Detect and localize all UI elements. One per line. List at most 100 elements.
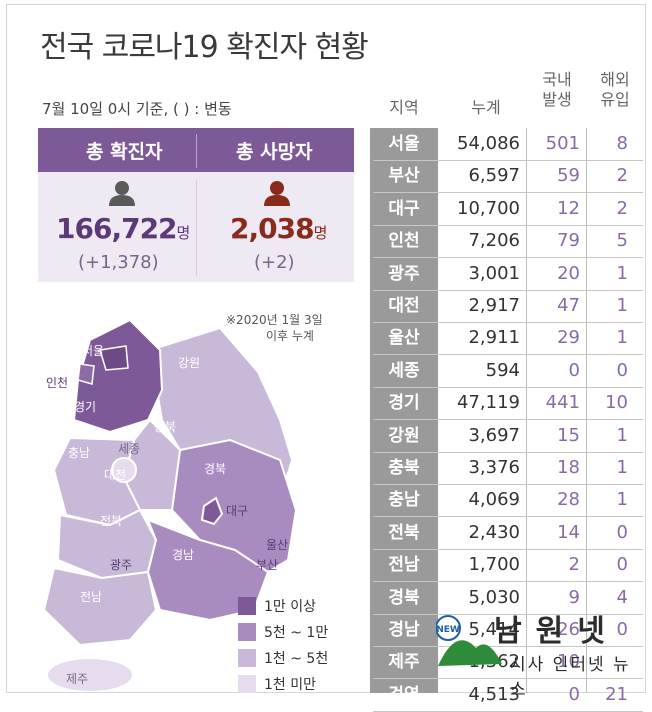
cell-imported: 5 <box>616 230 628 251</box>
cell-total: 5,414 <box>468 619 520 640</box>
header-domestic-line2: 발생 <box>542 90 572 109</box>
region-shape-gyeonggi <box>72 318 164 434</box>
cell-region: 울산 <box>388 328 420 348</box>
confirmed-value-group: 166,722명 <box>56 212 191 245</box>
map-note-line1: ※2020년 1월 3일 <box>226 313 323 327</box>
person-red-icon <box>264 181 290 206</box>
region-label-gwangju: 광주 <box>110 558 133 572</box>
row-divider <box>373 614 643 615</box>
cell-imported: 0 <box>616 554 628 575</box>
map-note-line2: 이후 누계 <box>266 329 314 343</box>
region-label-daegu: 대구 <box>226 504 249 518</box>
cell-domestic: 14 <box>557 522 580 543</box>
cell-domestic: 15 <box>557 425 580 446</box>
header-region: 지역 <box>389 98 419 117</box>
korea-map <box>42 318 298 691</box>
cell-total: 5,030 <box>468 587 520 608</box>
header-domestic-line1: 국내 <box>542 70 572 89</box>
cell-imported: 2 <box>616 165 628 186</box>
deaths-label: 총 사망자 <box>236 141 313 163</box>
cell-region: 전남 <box>388 555 420 575</box>
cell-domestic: 28 <box>557 489 580 510</box>
region-shape-incheon <box>77 363 95 385</box>
region-label-gangwon: 강원 <box>178 356 201 370</box>
region-label-ulsan: 울산 <box>266 538 289 552</box>
cell-total: 54,086 <box>457 133 520 154</box>
cell-imported: 0 <box>616 360 628 381</box>
cell-imported: 1 <box>616 263 628 284</box>
cell-total: 1,700 <box>468 554 520 575</box>
cell-total: 2,917 <box>468 295 520 316</box>
legend-swatch <box>238 675 256 693</box>
region-label-jeonnam: 전남 <box>80 590 103 604</box>
cell-total: 3,001 <box>468 263 520 284</box>
cell-region: 대전 <box>388 296 420 316</box>
watermark-title: 남원넷 <box>494 614 619 649</box>
region-label-incheon: 인천 <box>46 376 69 390</box>
legend-label: 1천 ~ 5천 <box>264 651 329 667</box>
cell-region: 충북 <box>388 458 420 478</box>
cell-total: 6,597 <box>468 165 520 186</box>
cell-total: 47,119 <box>457 392 520 413</box>
confirmed-unit: 명 <box>176 224 191 242</box>
cell-total: 2,430 <box>468 522 520 543</box>
cell-domestic: 441 <box>545 392 580 413</box>
cell-total: 10,700 <box>457 198 520 219</box>
deaths-value-group: 2,038명 <box>230 212 328 245</box>
legend-label: 5천 ~ 1만 <box>264 625 329 641</box>
header-total: 누계 <box>471 98 501 117</box>
cell-imported: 1 <box>616 425 628 446</box>
cell-total: 4,069 <box>468 489 520 510</box>
cell-domestic: 29 <box>557 327 580 348</box>
region-label-chungbuk: 충북 <box>154 420 177 434</box>
row-divider <box>373 646 643 647</box>
row-divider <box>373 549 643 550</box>
body-divider <box>196 180 197 276</box>
cell-imported: 0 <box>616 619 628 640</box>
region-shape-jeonnam <box>42 566 158 647</box>
cell-region: 검역 <box>388 685 420 705</box>
row-divider <box>373 257 643 258</box>
watermark-badge: NEW <box>436 625 460 635</box>
deaths-unit: 명 <box>313 224 328 242</box>
region-label-chungnam: 충남 <box>68 446 91 460</box>
row-divider <box>373 290 643 291</box>
deaths-value: 2,038 <box>230 212 315 245</box>
cell-total: 3,376 <box>468 457 520 478</box>
header-divider <box>196 134 197 168</box>
region-label-gyeongnam: 경남 <box>172 548 195 562</box>
page-title: 전국 코로나19 확진자 현황 <box>40 30 369 65</box>
region-shape-jeju <box>48 659 132 691</box>
confirmed-label: 총 확진자 <box>86 141 163 163</box>
row-divider <box>373 322 643 323</box>
region-label-seoul: 서울 <box>82 344 105 358</box>
row-divider <box>373 678 643 679</box>
cell-domestic: 59 <box>557 165 580 186</box>
cell-imported: 1 <box>616 295 628 316</box>
cell-total: 7,206 <box>468 230 520 251</box>
row-divider <box>373 225 643 226</box>
column-separator <box>586 128 587 693</box>
cell-imported: 1 <box>616 457 628 478</box>
legend-swatch <box>238 597 256 615</box>
cell-region: 서울 <box>388 134 420 154</box>
region-column-background <box>370 128 438 693</box>
header-imported-line1: 해외 <box>600 70 630 89</box>
cell-domestic: 79 <box>557 230 580 251</box>
row-divider <box>373 354 643 355</box>
region-label-jeonbuk: 전북 <box>100 514 123 528</box>
row-divider <box>373 452 643 453</box>
confirmed-value: 166,722 <box>56 212 178 245</box>
region-shape-sejong <box>111 457 137 483</box>
cell-domestic: 0 <box>568 684 580 705</box>
region-shape-daegu <box>200 496 224 526</box>
header-domestic: 국내 발생 <box>532 70 582 110</box>
map-note: ※2020년 1월 3일 이후 누계 <box>226 312 323 344</box>
cell-imported: 1 <box>616 327 628 348</box>
legend-label: 1만 이상 <box>264 599 316 615</box>
confirmed-change: (+1,378) <box>78 252 159 273</box>
subtitle: 7월 10일 0시 기준, ( ) : 변동 <box>42 100 232 118</box>
row-divider <box>373 387 643 388</box>
region-label-sejong: 세종 <box>118 442 141 456</box>
cell-domestic: 12 <box>557 198 580 219</box>
